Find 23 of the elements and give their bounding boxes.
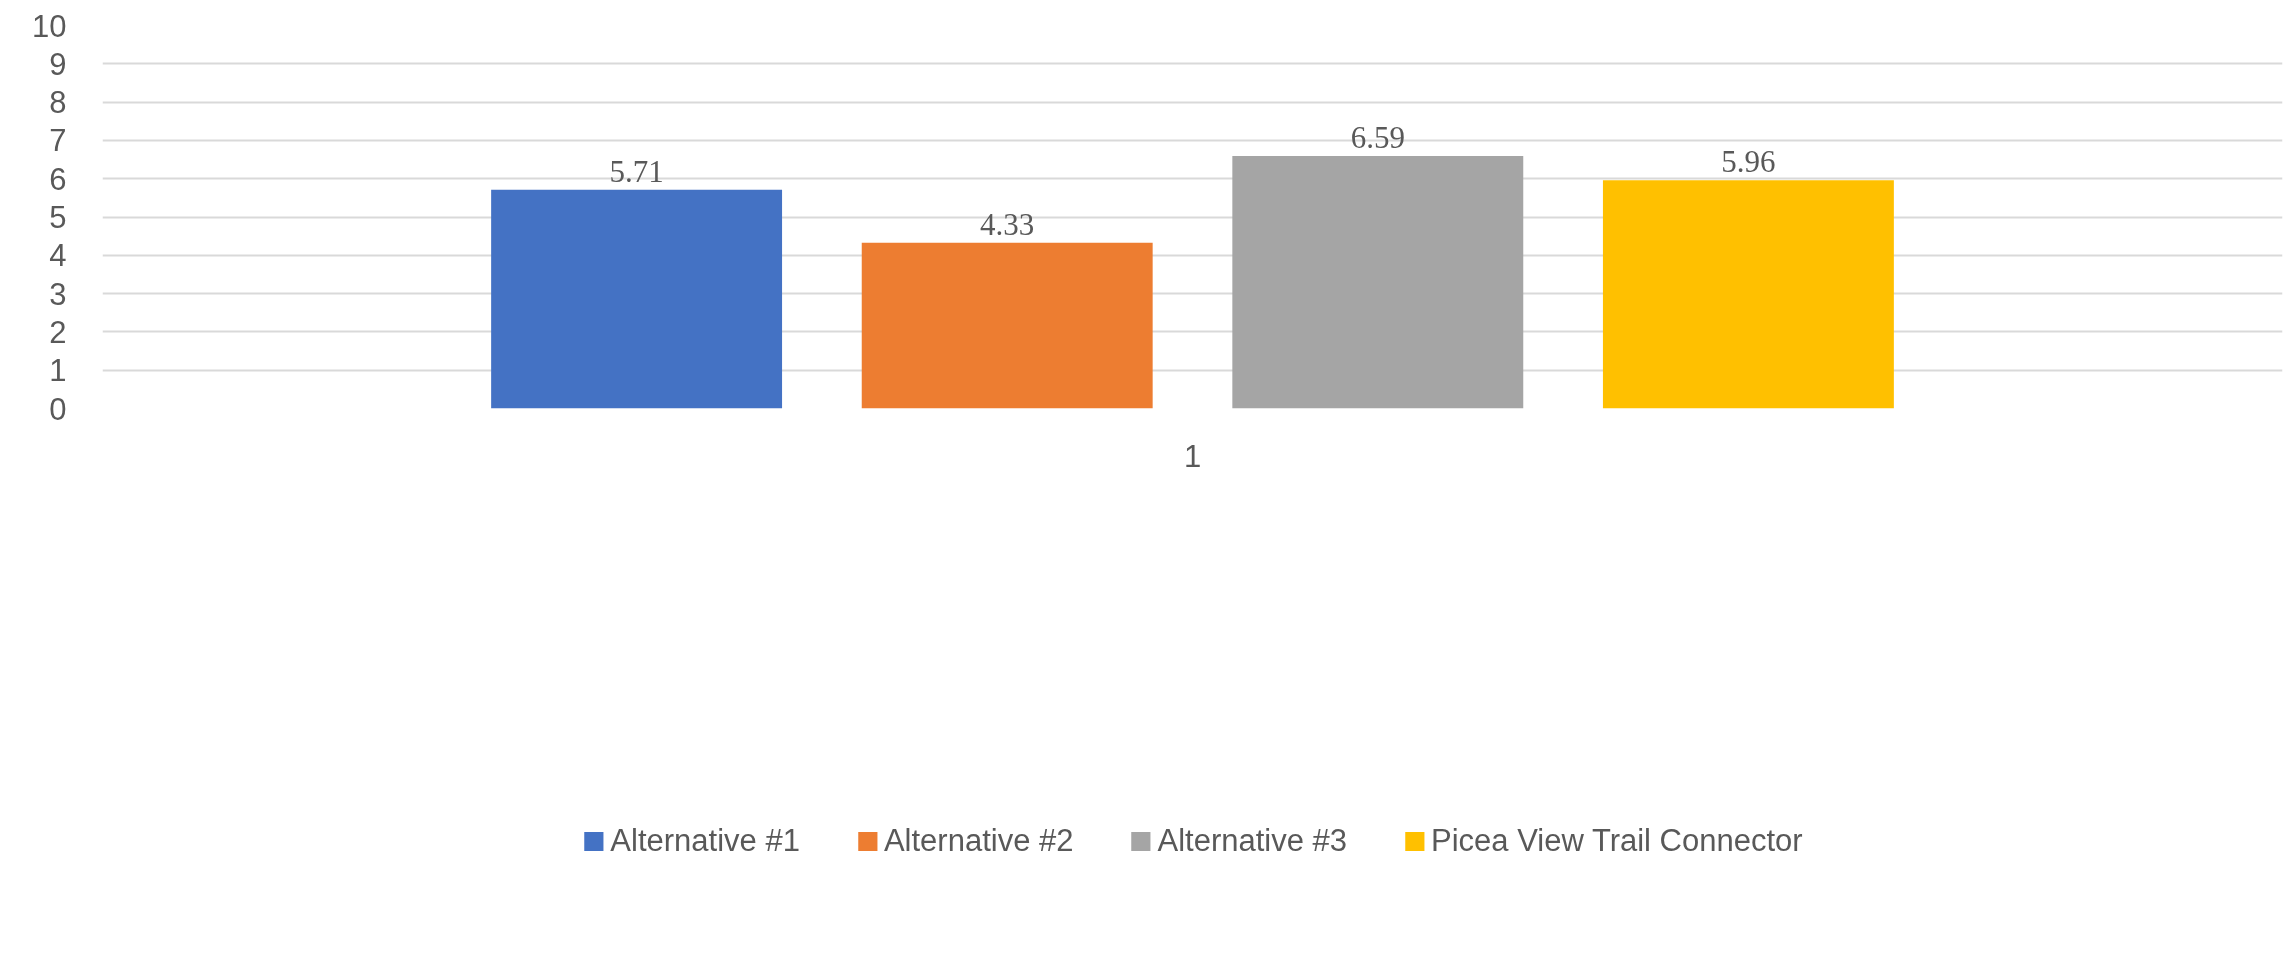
y-tick-label: 3 xyxy=(49,276,67,312)
bar xyxy=(1602,180,1894,409)
legend-label: Alternative #2 xyxy=(883,823,1074,859)
bar xyxy=(1232,156,1524,409)
y-tick-label: 7 xyxy=(49,123,67,159)
y-tick-label: 4 xyxy=(49,238,67,274)
legend-label: Alternative #3 xyxy=(1157,823,1348,859)
bar xyxy=(861,242,1153,409)
y-tick-label: 0 xyxy=(49,391,67,427)
data-label: 4.33 xyxy=(980,206,1035,242)
y-tick-label: 2 xyxy=(49,314,67,350)
y-tick-label: 8 xyxy=(49,85,67,121)
y-tick-label: 1 xyxy=(49,353,67,389)
y-tick-label: 10 xyxy=(32,8,67,44)
y-tick-label: 6 xyxy=(49,161,67,197)
y-tick-label: 9 xyxy=(49,46,67,82)
data-label: 5.96 xyxy=(1721,144,1776,180)
bar xyxy=(491,189,783,409)
y-tick-label: 5 xyxy=(49,200,67,235)
legend-label: Picea View Trail Connector xyxy=(1431,823,1803,859)
legend-label: Alternative #1 xyxy=(610,823,800,859)
data-label: 6.59 xyxy=(1350,120,1405,156)
data-label: 5.71 xyxy=(609,153,664,189)
